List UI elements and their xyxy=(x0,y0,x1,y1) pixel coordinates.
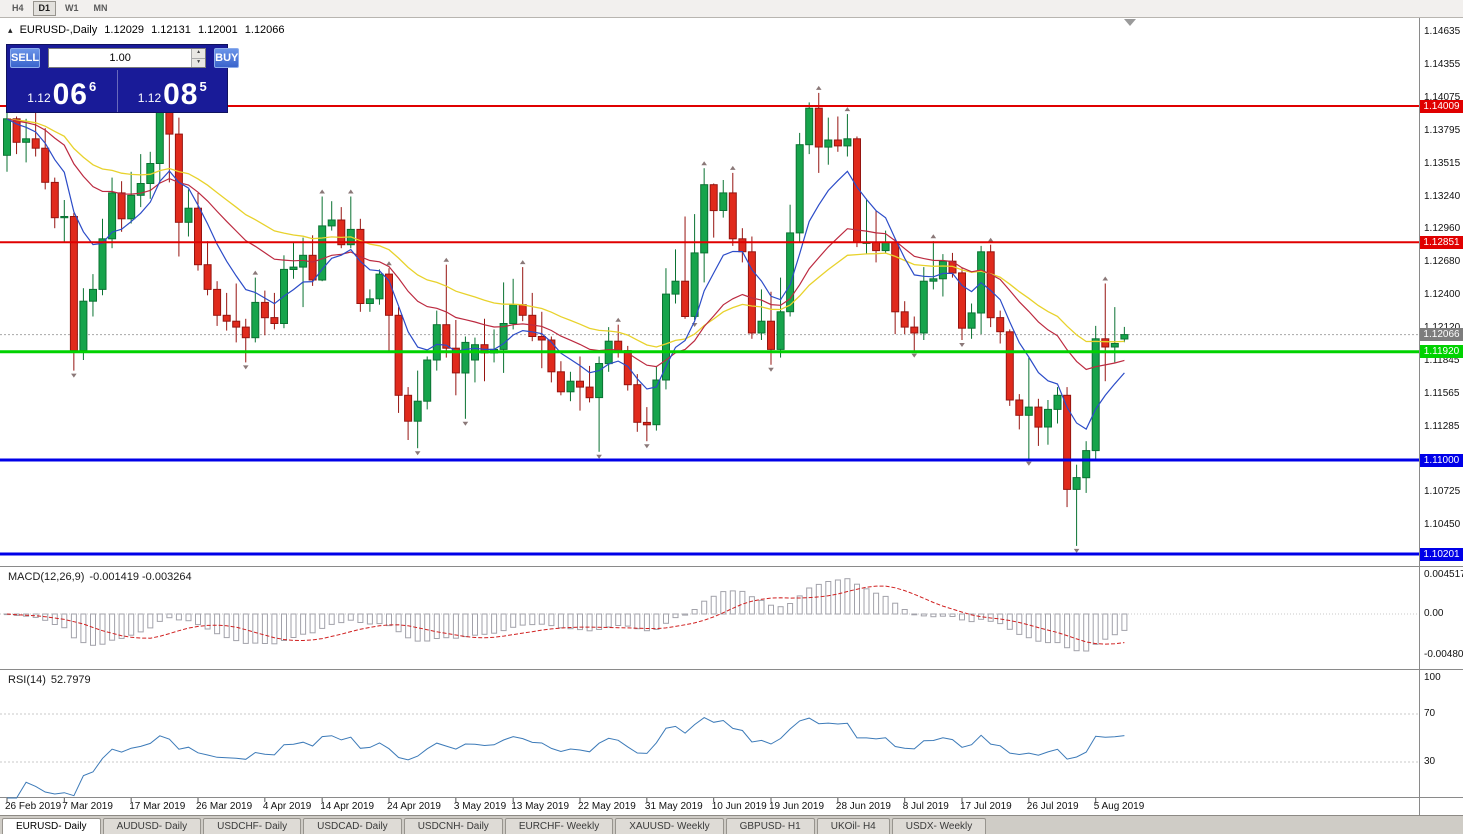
macd-axis-label: -0.004806 xyxy=(1424,649,1463,661)
buy-price-big: 08 xyxy=(163,78,199,111)
rsi-panel-title: RSI(14) 52.7979 xyxy=(8,674,96,686)
chart-tabs: EURUSD- Daily AUDUSD- Daily USDCHF- Daily U… xyxy=(0,815,1463,834)
chart-tab-xauusd-weekly[interactable]: XAUUSD- Weekly xyxy=(615,818,724,834)
macd-axis-label: 0.004517 xyxy=(1424,569,1463,581)
date-axis-label: 7 Mar 2019 xyxy=(62,801,113,812)
rsi-value: 52.7979 xyxy=(50,674,91,686)
price-level-badge: 1.11000 xyxy=(1420,453,1463,467)
price-axis-label: 1.14355 xyxy=(1424,59,1461,71)
price-axis-label: 1.12120 xyxy=(1424,322,1460,333)
buy-price-display[interactable]: 1.12 08 5 xyxy=(116,70,228,112)
buy-price-pip: 5 xyxy=(199,79,207,94)
price-level-badge: 1.10201 xyxy=(1420,547,1463,561)
volume-spinner: ▲ ▼ xyxy=(191,49,206,67)
price-axis-label: 1.12680 xyxy=(1424,256,1461,268)
date-axis-label: 26 Jul 2019 xyxy=(1026,801,1079,812)
price-axis-label: 1.14635 xyxy=(1424,26,1461,38)
date-axis-label: 31 May 2019 xyxy=(644,801,703,812)
price-axis-label: 1.13515 xyxy=(1424,158,1461,170)
price-level-badge: 1.14009 xyxy=(1420,99,1463,113)
ohlc-open: 1.12029 xyxy=(104,24,145,36)
macd-values: -0.001419 -0.003264 xyxy=(89,571,192,583)
volume-up-button[interactable]: ▲ xyxy=(192,49,206,58)
price-level-badge: 1.11920 xyxy=(1420,345,1463,359)
chart-tab-audusd-daily[interactable]: AUDUSD- Daily xyxy=(102,818,202,834)
date-axis-label: 4 Apr 2019 xyxy=(262,801,312,812)
sell-price-display[interactable]: 1.12 06 6 xyxy=(7,70,117,112)
chart-symbol-label: EURUSD-,Daily xyxy=(19,24,98,36)
chart-tab-ukoil-h4[interactable]: UKOil- H4 xyxy=(816,818,890,834)
sell-price-pip: 6 xyxy=(89,79,97,94)
volume-box: ▲ ▼ xyxy=(48,48,207,68)
price-axis-label: 1.11845 xyxy=(1424,354,1460,366)
sell-price-big: 06 xyxy=(52,78,88,111)
chart-tab-usdchf-daily[interactable]: USDCHF- Daily xyxy=(203,818,302,834)
timeframe-button-w1[interactable]: W1 xyxy=(65,3,79,13)
ohlc-low: 1.12001 xyxy=(197,24,238,36)
chart-tab-usdcnh-daily[interactable]: USDCNH- Daily xyxy=(403,818,503,834)
date-axis-label: 22 May 2019 xyxy=(578,801,636,812)
chart-tab-eurusd-daily[interactable]: EURUSD- Daily xyxy=(2,818,101,834)
rsi-axis-label: 100 xyxy=(1424,672,1441,683)
date-axis-label: 26 Feb 2019 xyxy=(5,801,62,812)
macd-panel-title: MACD(12,26,9) -0.001419 -0.003264 xyxy=(8,571,197,583)
date-axis-label: 13 May 2019 xyxy=(511,801,570,812)
date-axis-label: 24 Apr 2019 xyxy=(387,801,441,812)
price-axis-label: 1.13240 xyxy=(1424,190,1461,202)
date-axis-label: 10 Jun 2019 xyxy=(711,801,767,812)
timeframe-button-mn[interactable]: MN xyxy=(93,3,108,13)
current-price-badge: 1.12066 xyxy=(1420,328,1463,342)
date-axis-label: 17 Jul 2019 xyxy=(960,801,1012,812)
chart-tab-gbpusd-h1[interactable]: GBPUSD- H1 xyxy=(725,818,815,834)
date-axis-label: 28 Jun 2019 xyxy=(835,801,891,812)
date-axis-label: 26 Mar 2019 xyxy=(196,801,253,812)
sell-price-prefix: 1.12 xyxy=(27,91,51,105)
trade-panel-collapse-icon[interactable]: ▴ xyxy=(8,25,13,35)
volume-input[interactable] xyxy=(49,49,192,67)
volume-down-button[interactable]: ▼ xyxy=(192,57,206,67)
chart-tab-usdcad-daily[interactable]: USDCAD- Daily xyxy=(303,818,402,834)
date-axis-label: 8 Jul 2019 xyxy=(902,801,949,812)
ohlc-high: 1.12131 xyxy=(151,24,191,36)
rsi-label: RSI(14) xyxy=(8,674,46,686)
sell-button[interactable]: SELL xyxy=(10,48,41,68)
macd-axis-label: 0.00 xyxy=(1424,608,1444,619)
price-axis-label: 1.14075 xyxy=(1424,92,1461,104)
price-level-badge: 1.12851 xyxy=(1420,235,1463,249)
price-axis-label: 1.10450 xyxy=(1424,518,1461,530)
macd-label: MACD(12,26,9) xyxy=(8,571,85,583)
price-axis-label: 1.11285 xyxy=(1424,420,1460,432)
price-axis-label: 1.11565 xyxy=(1424,387,1460,399)
chart-tab-usdx-weekly[interactable]: USDX- Weekly xyxy=(891,818,987,834)
buy-button[interactable]: BUY xyxy=(214,48,240,68)
timeframe-button-d1[interactable]: D1 xyxy=(32,1,57,16)
price-axis-label: 1.12400 xyxy=(1424,289,1461,301)
price-axis-label: 1.10725 xyxy=(1424,486,1461,498)
price-axis-label: 1.13795 xyxy=(1424,125,1461,137)
one-click-trading-panel: SELL ▲ ▼ BUY 1.12 06 6 1.12 08 5 xyxy=(6,44,240,113)
chart-ohlc-line: ▴ EURUSD-,Daily 1.12029 1.12131 1.12001 … xyxy=(8,24,289,36)
timeframe-toolbar: H4 D1 W1 MN xyxy=(0,0,1463,18)
date-axis-label: 3 May 2019 xyxy=(453,801,507,812)
date-axis-label: 5 Aug 2019 xyxy=(1093,801,1145,812)
chart-tab-eurchf-weekly[interactable]: EURCHF- Weekly xyxy=(504,818,614,834)
rsi-axis-label: 70 xyxy=(1424,708,1436,719)
price-axis-label: 1.12960 xyxy=(1424,223,1461,235)
buy-price-prefix: 1.12 xyxy=(137,91,162,105)
timeframe-button-h4[interactable]: H4 xyxy=(12,3,24,13)
date-axis-label: 17 Mar 2019 xyxy=(129,801,186,812)
rsi-axis-label: 30 xyxy=(1424,756,1436,767)
ohlc-close: 1.12066 xyxy=(244,24,285,36)
date-axis-label: 19 Jun 2019 xyxy=(769,801,825,812)
chart-shift-marker[interactable] xyxy=(1124,19,1136,26)
date-axis-label: 14 Apr 2019 xyxy=(320,801,375,812)
